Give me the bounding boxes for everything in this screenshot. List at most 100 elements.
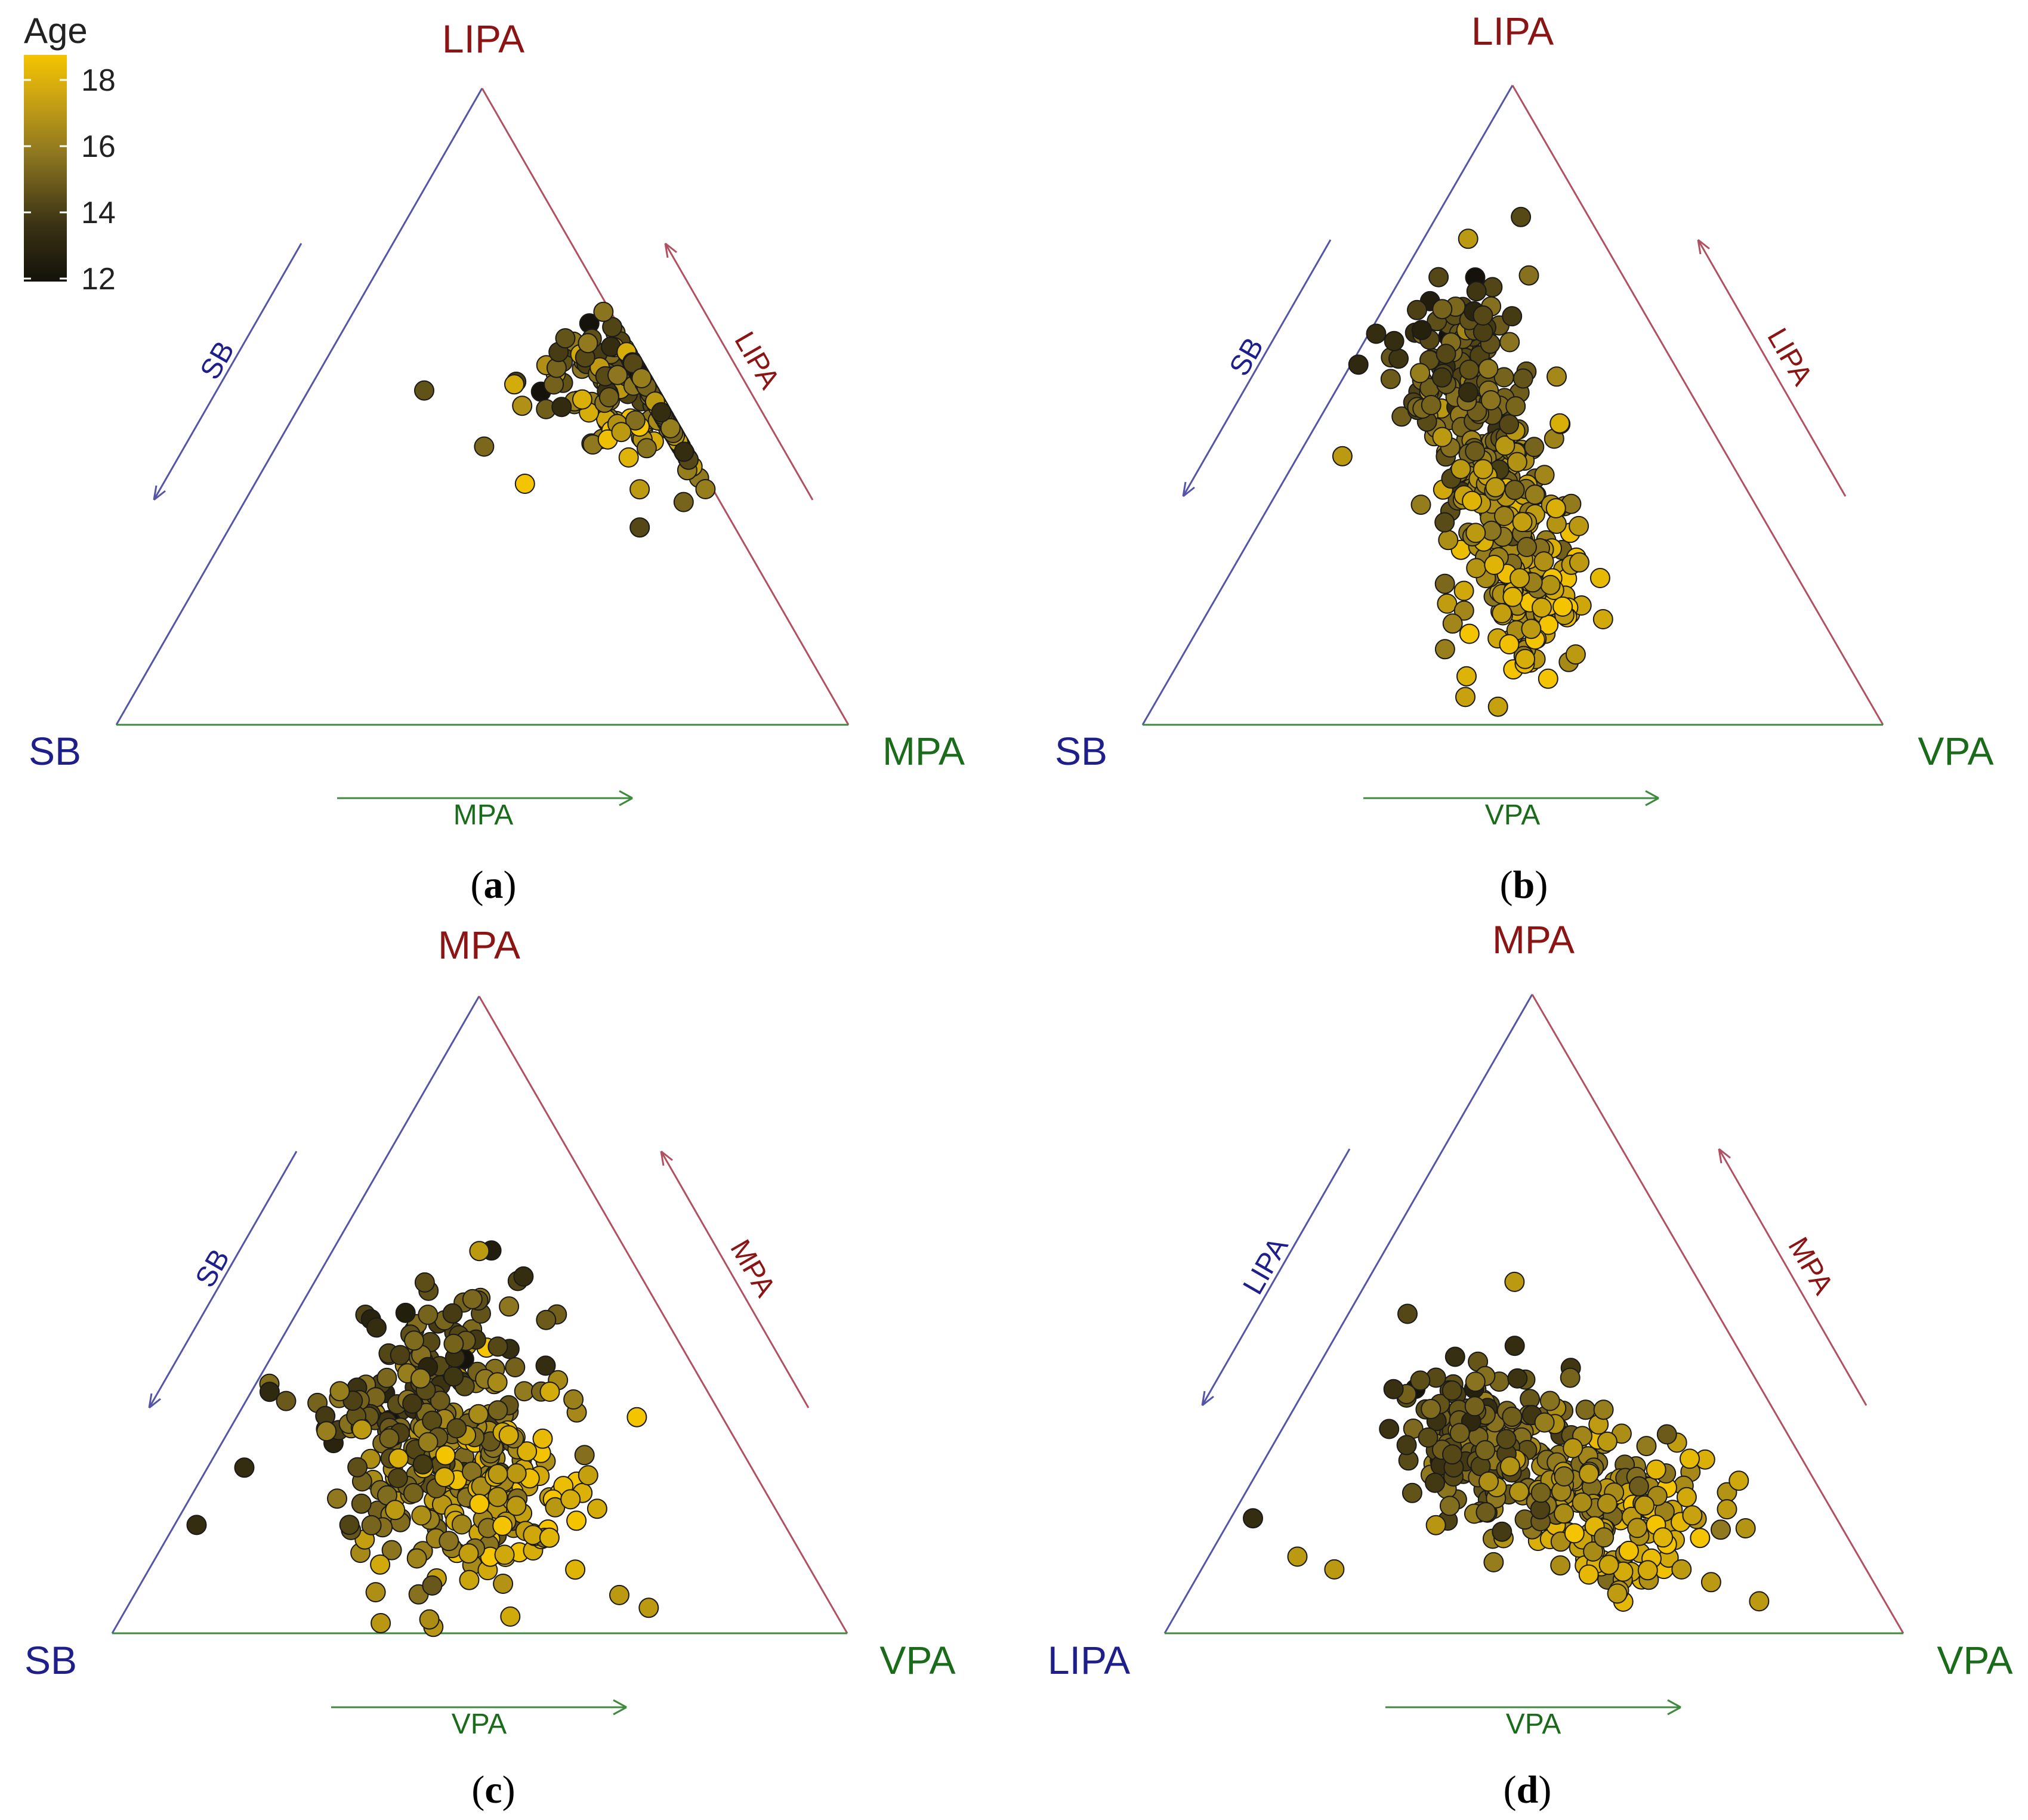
data-point [443, 1333, 464, 1354]
bottom-arrow-head [1667, 1699, 1681, 1716]
data-point [1407, 299, 1427, 320]
data-point [1411, 320, 1432, 341]
data-point [1656, 1424, 1677, 1445]
data-point [412, 1454, 433, 1475]
data-point [487, 1372, 508, 1393]
right-arrow-head [664, 242, 677, 258]
data-point [1492, 1521, 1512, 1542]
data-point [1532, 597, 1552, 618]
data-point [1478, 359, 1499, 379]
data-point [1680, 1448, 1700, 1469]
data-point [593, 301, 614, 322]
data-point [506, 1463, 527, 1484]
right-arrow-label: MPA [724, 1235, 781, 1302]
data-point [500, 1606, 521, 1627]
data-point [660, 418, 681, 438]
data-point [1421, 395, 1441, 415]
data-point [1627, 1518, 1648, 1538]
data-point [1628, 1476, 1649, 1497]
legend-tick-label: 16 [81, 129, 116, 164]
data-point [370, 1554, 391, 1575]
data-point [1484, 555, 1505, 575]
data-point [446, 1418, 467, 1439]
panel-caption: (d) [1504, 1768, 1552, 1812]
data-point [1564, 1523, 1585, 1544]
data-point [259, 1382, 280, 1402]
data-point [1410, 1370, 1431, 1391]
data-point [1437, 593, 1458, 614]
data-point [695, 479, 716, 499]
data-point [1495, 435, 1515, 456]
right-arrow [660, 1151, 810, 1408]
data-point [494, 1544, 515, 1565]
ternary-panel-a: LIPA SB MPA SB LIPA MPA (a) [29, 17, 965, 907]
data-point [1473, 459, 1493, 480]
data-point [1366, 323, 1387, 344]
data-point [1480, 390, 1501, 410]
data-point [1512, 512, 1533, 533]
data-point [574, 1445, 595, 1466]
data-point [451, 1514, 472, 1535]
data-point [1728, 1470, 1749, 1491]
data-point [626, 1407, 647, 1427]
data-point [1410, 495, 1431, 515]
data-point [1534, 1412, 1555, 1433]
data-point [1547, 366, 1567, 387]
data-point [498, 1425, 519, 1446]
data-point [1418, 1427, 1439, 1448]
left-arrow [1201, 1148, 1351, 1406]
data-point [327, 1488, 347, 1509]
data-point [1434, 639, 1455, 660]
bottom-arrow-head [619, 790, 633, 807]
data-point [1507, 1368, 1528, 1389]
vertex-label-right: VPA [1918, 729, 1993, 773]
data-point [1579, 1463, 1600, 1484]
data-point [629, 479, 650, 500]
left-arrow-head [1182, 481, 1195, 498]
data-point [499, 1296, 520, 1317]
data-point [544, 374, 564, 395]
data-point [1453, 580, 1474, 601]
data-point [1690, 1528, 1711, 1549]
data-point [1466, 281, 1487, 302]
data-point [371, 1613, 391, 1633]
data-point [1511, 206, 1532, 227]
data-point [1465, 441, 1486, 462]
data-point [1502, 306, 1523, 327]
left-arrow [1182, 239, 1332, 497]
bottom-arrow-label: VPA [1506, 1708, 1561, 1740]
vertex-label-right: VPA [879, 1638, 955, 1682]
data-point [1425, 1515, 1446, 1535]
data-point [1521, 619, 1542, 639]
panel-caption: (a) [471, 863, 517, 907]
data-point [674, 441, 694, 462]
data-point [651, 402, 672, 423]
data-point [578, 333, 598, 354]
data-point [443, 1366, 464, 1387]
panel-points [414, 301, 716, 538]
vertex-label-top: LIPA [442, 17, 524, 61]
data-point [535, 1355, 556, 1376]
data-point [1550, 1555, 1571, 1576]
left-arrow-head [1201, 1391, 1214, 1407]
left-arrow [153, 243, 302, 500]
data-point [638, 1597, 659, 1618]
data-point [387, 1467, 408, 1488]
data-point [1473, 305, 1493, 326]
data-point [365, 1582, 386, 1603]
data-point [1432, 427, 1453, 447]
data-point [1512, 368, 1533, 389]
data-point [487, 1336, 508, 1357]
data-point [276, 1391, 297, 1411]
legend-title: Age [24, 11, 88, 51]
data-point [618, 447, 639, 468]
data-point [513, 1266, 534, 1287]
triangle-left-edge [1163, 994, 1533, 1634]
data-point [492, 1515, 513, 1536]
data-point [1380, 369, 1401, 390]
data-point [487, 1487, 508, 1507]
data-point [1425, 1472, 1445, 1493]
right-arrow-label: LIPA [728, 326, 785, 394]
right-arrow-label: LIPA [1761, 323, 1818, 391]
left-arrow-label: SB [195, 336, 241, 385]
